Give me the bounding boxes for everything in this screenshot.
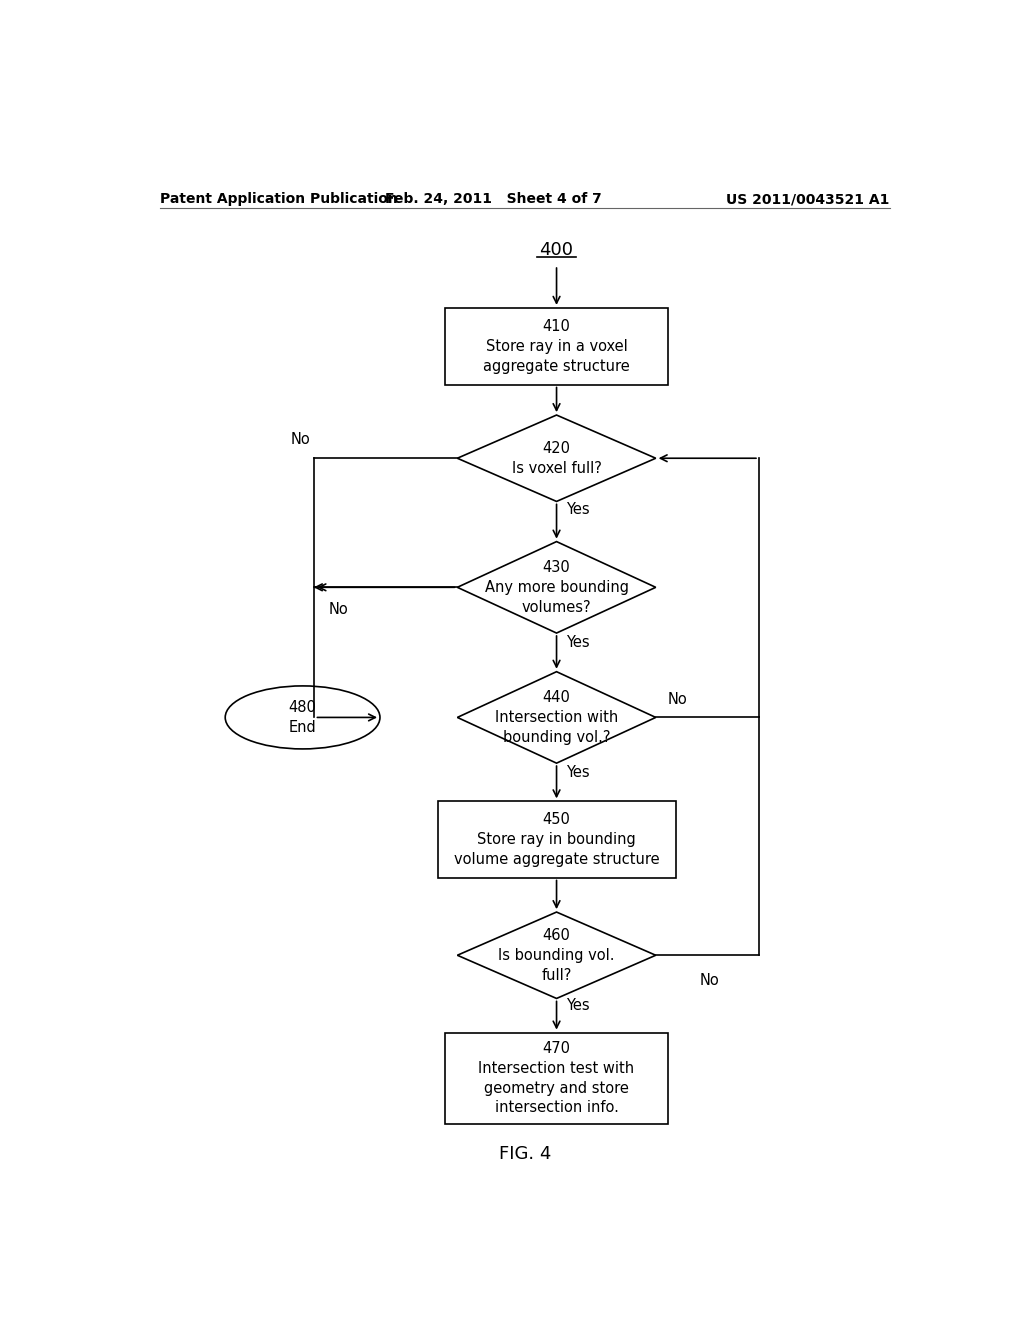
FancyBboxPatch shape xyxy=(445,1032,668,1125)
FancyBboxPatch shape xyxy=(445,309,668,384)
Polygon shape xyxy=(458,672,655,763)
Text: No: No xyxy=(329,602,348,618)
Polygon shape xyxy=(458,414,655,502)
Text: Yes: Yes xyxy=(566,502,590,517)
Text: 400: 400 xyxy=(540,240,573,259)
Text: 430
Any more bounding
volumes?: 430 Any more bounding volumes? xyxy=(484,560,629,615)
Text: Patent Application Publication: Patent Application Publication xyxy=(160,191,397,206)
Text: 460
Is bounding vol.
full?: 460 Is bounding vol. full? xyxy=(499,928,614,982)
Text: US 2011/0043521 A1: US 2011/0043521 A1 xyxy=(726,191,890,206)
Text: 480
End: 480 End xyxy=(289,700,316,735)
Text: 420
Is voxel full?: 420 Is voxel full? xyxy=(512,441,601,475)
Text: No: No xyxy=(699,973,719,989)
Text: Feb. 24, 2011   Sheet 4 of 7: Feb. 24, 2011 Sheet 4 of 7 xyxy=(385,191,601,206)
FancyBboxPatch shape xyxy=(437,801,676,878)
Text: 450
Store ray in bounding
volume aggregate structure: 450 Store ray in bounding volume aggrega… xyxy=(454,812,659,867)
Text: 440
Intersection with
bounding vol.?: 440 Intersection with bounding vol.? xyxy=(495,690,618,744)
Text: 470
Intersection test with
geometry and store
intersection info.: 470 Intersection test with geometry and … xyxy=(478,1041,635,1115)
Text: FIG. 4: FIG. 4 xyxy=(499,1146,551,1163)
Text: No: No xyxy=(291,433,310,447)
Text: Yes: Yes xyxy=(566,635,590,649)
Text: No: No xyxy=(668,692,687,706)
Ellipse shape xyxy=(225,686,380,748)
Polygon shape xyxy=(458,912,655,998)
Text: Yes: Yes xyxy=(566,998,590,1012)
Polygon shape xyxy=(458,541,655,634)
Text: Yes: Yes xyxy=(566,764,590,780)
Text: 410
Store ray in a voxel
aggregate structure: 410 Store ray in a voxel aggregate struc… xyxy=(483,319,630,374)
